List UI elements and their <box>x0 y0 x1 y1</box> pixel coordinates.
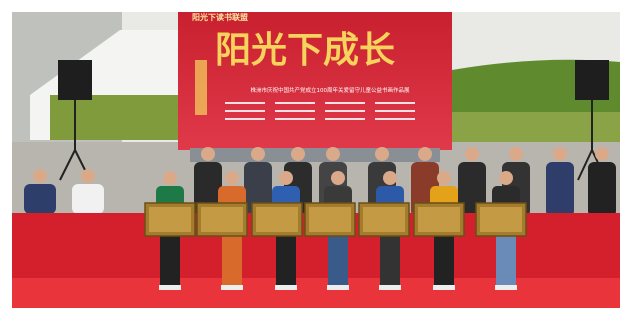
head <box>595 147 609 161</box>
red-carpet <box>12 278 620 308</box>
head <box>163 171 177 185</box>
legs <box>496 236 516 286</box>
shoes <box>433 285 455 290</box>
body <box>546 162 574 217</box>
head <box>33 169 47 183</box>
head <box>437 171 451 185</box>
plaque-inset <box>363 207 405 232</box>
shoes <box>275 285 297 290</box>
lawn-right <box>452 112 620 147</box>
speaker-right <box>575 60 609 100</box>
banner-logo: 阳光下读书联盟 <box>192 12 248 22</box>
head <box>291 147 305 161</box>
head <box>326 147 340 161</box>
head <box>331 171 345 185</box>
legs <box>276 236 296 286</box>
plaque-inset <box>201 207 243 232</box>
body <box>24 184 56 214</box>
head <box>201 147 215 161</box>
shoes <box>221 285 243 290</box>
speaker-left <box>58 60 92 100</box>
legs <box>328 236 348 286</box>
head <box>465 147 479 161</box>
head <box>509 147 523 161</box>
banner-subtitle: 株洲市庆祝中国共产党成立100周年关爱留守儿童公益书画作品展 <box>251 86 410 94</box>
tower-icon <box>195 60 207 115</box>
head <box>251 147 265 161</box>
legs <box>380 236 400 286</box>
head <box>279 171 293 185</box>
head <box>553 147 567 161</box>
head <box>225 171 239 185</box>
head <box>383 171 397 185</box>
head <box>81 169 95 183</box>
banner-title: 阳光下成长 <box>215 29 395 71</box>
plaque-inset <box>309 207 351 232</box>
body <box>72 184 104 214</box>
lawn-left <box>50 95 178 140</box>
legs <box>434 236 454 286</box>
stage-frame <box>190 148 440 162</box>
shoes <box>327 285 349 290</box>
legs <box>160 236 180 286</box>
plaque-inset <box>418 207 460 232</box>
shoes <box>379 285 401 290</box>
plaque-inset <box>480 207 522 232</box>
legs <box>222 236 242 286</box>
head <box>499 171 513 185</box>
body <box>588 162 616 217</box>
photo: 阳光下读书联盟 阳光下成长 株洲市庆祝中国共产党成立100周年关爱留守儿童公益书… <box>0 0 620 310</box>
shoes <box>495 285 517 290</box>
head <box>418 147 432 161</box>
shoes <box>159 285 181 290</box>
plaque-inset <box>149 207 191 232</box>
plaque-inset <box>256 207 298 232</box>
page: 阳光下读书联盟 阳光下成长 株洲市庆祝中国共产党成立100周年关爱留守儿童公益书… <box>0 0 620 310</box>
head <box>375 147 389 161</box>
